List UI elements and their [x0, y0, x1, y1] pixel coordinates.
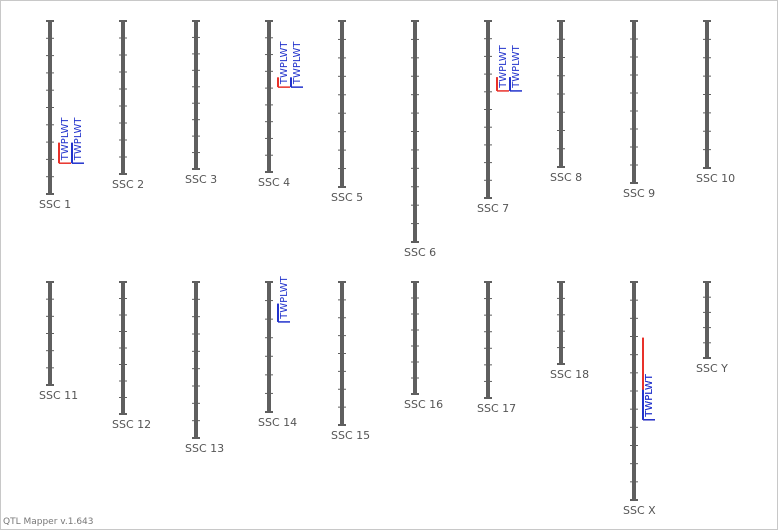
- chr-9[interactable]: SSC 9: [623, 20, 655, 200]
- qtl-interval[interactable]: TWPLWT: [496, 44, 509, 92]
- chr-4[interactable]: SSC 4 TWPLWT TWPLWT: [258, 20, 303, 189]
- qtl-label[interactable]: TWPLWT: [279, 275, 290, 320]
- chr-5[interactable]: SSC 5: [331, 20, 363, 204]
- chr-14[interactable]: SSC 14 TWPLWT: [258, 275, 297, 429]
- qtl-interval[interactable]: TWPLWT: [642, 373, 655, 421]
- chr-13[interactable]: SSC 13: [185, 281, 224, 455]
- chromosome-bar[interactable]: [486, 282, 490, 398]
- chr-15[interactable]: SSC 15: [331, 281, 370, 442]
- chromosome-bar[interactable]: [632, 21, 636, 183]
- chromosome-label: SSC 18: [550, 368, 589, 381]
- chr-1[interactable]: SSC 1 TWPLWT TWPLWT: [39, 20, 84, 211]
- chromosome-label: SSC 8: [550, 171, 582, 184]
- chromosome-label: SSC 2: [112, 178, 144, 191]
- chromosome-label: SSC 16: [404, 398, 443, 411]
- qtl-label[interactable]: TWPLWT: [644, 373, 655, 418]
- chr-18[interactable]: SSC 18: [550, 281, 589, 381]
- qtl-label[interactable]: TWPLWT: [73, 117, 84, 162]
- qtl-interval[interactable]: TWPLWT: [290, 41, 303, 88]
- chromosome-bar[interactable]: [194, 282, 198, 438]
- chr-2[interactable]: SSC 2: [112, 20, 144, 191]
- chromosome-label: SSC 1: [39, 198, 71, 211]
- chr-10[interactable]: SSC 10: [696, 20, 735, 185]
- version-label: QTL Mapper v.1.643: [3, 517, 94, 527]
- chromosome-bar[interactable]: [194, 21, 198, 169]
- chr-3[interactable]: SSC 3: [185, 20, 217, 186]
- chr-8[interactable]: SSC 8: [550, 20, 582, 184]
- chromosome-label: SSC 12: [112, 418, 151, 431]
- qtl-interval[interactable]: TWPLWT: [71, 117, 84, 164]
- chromosome-bar[interactable]: [267, 21, 271, 172]
- chromosome-label: SSC 10: [696, 172, 735, 185]
- chromosome-label: SSC 13: [185, 442, 224, 455]
- chromosome-label: SSC 3: [185, 173, 217, 186]
- chromosome-bar[interactable]: [705, 282, 709, 358]
- chromosome-label: SSC 4: [258, 176, 290, 189]
- qtl-interval[interactable]: TWPLWT: [277, 41, 290, 88]
- chr-12[interactable]: SSC 12: [112, 281, 151, 431]
- qtl-label[interactable]: TWPLWT: [279, 41, 290, 86]
- chr-7[interactable]: SSC 7 TWPLWT TWPLWT: [477, 20, 522, 215]
- chromosome-label: SSC 9: [623, 187, 655, 200]
- qtl-label[interactable]: TWPLWT: [511, 44, 522, 89]
- chr-11[interactable]: SSC 11: [39, 281, 78, 402]
- chromosome-bar[interactable]: [121, 21, 125, 174]
- qtl-interval[interactable]: TWPLWT: [509, 44, 522, 92]
- qtl-label[interactable]: TWPLWT: [644, 373, 655, 418]
- chromosome-bar[interactable]: [559, 282, 563, 364]
- chr-16[interactable]: SSC 16: [404, 281, 443, 411]
- qtl-label[interactable]: TWPLWT: [292, 41, 303, 86]
- chromosome-label: SSC 7: [477, 202, 509, 215]
- chromosome-label: SSC 6: [404, 246, 436, 259]
- chromosome-bar[interactable]: [267, 282, 271, 412]
- qtl-label[interactable]: TWPLWT: [60, 117, 71, 162]
- chromosome-label: SSC 14: [258, 416, 297, 429]
- chromosome-label: SSC 11: [39, 389, 78, 402]
- chr-17[interactable]: SSC 17: [477, 281, 516, 415]
- chromosome-label: SSC 5: [331, 191, 363, 204]
- qtl-interval[interactable]: TWPLWT: [58, 117, 71, 164]
- qtl-interval[interactable]: TWPLWT: [277, 275, 290, 323]
- chr-y[interactable]: SSC Y: [696, 281, 728, 375]
- chromosome-label: SSC Y: [696, 362, 728, 375]
- chromosome-label: SSC X: [623, 504, 656, 517]
- chromosome-label: SSC 17: [477, 402, 516, 415]
- qtl-label[interactable]: TWPLWT: [498, 44, 509, 89]
- chromosome-bar[interactable]: [340, 21, 344, 187]
- chromosome-bar[interactable]: [413, 282, 417, 394]
- chr-6[interactable]: SSC 6: [404, 20, 436, 259]
- chromosome-label: SSC 15: [331, 429, 370, 442]
